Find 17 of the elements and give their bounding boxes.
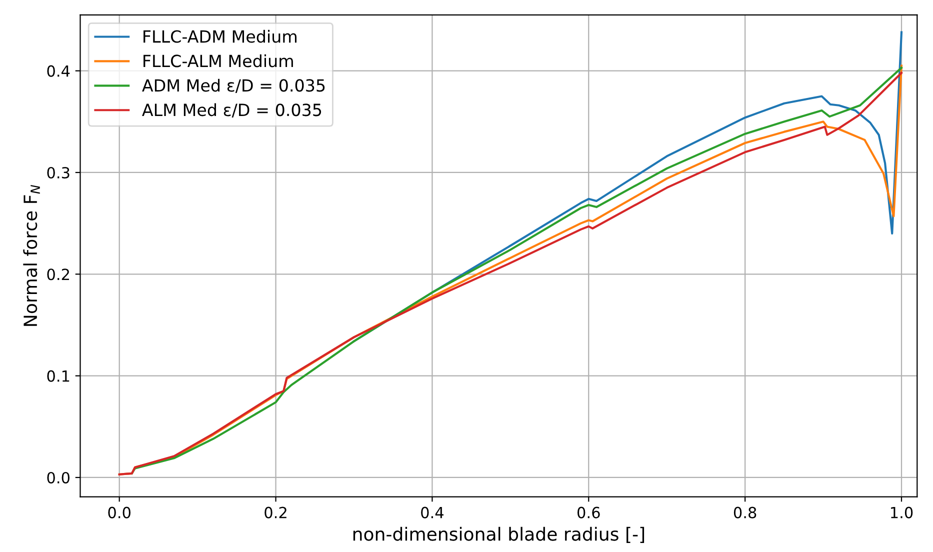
x-tick-label: 1.0 xyxy=(891,506,913,518)
x-tick-label: 0.8 xyxy=(734,506,756,518)
x-tick-label: 0.4 xyxy=(421,506,444,518)
x-tick-label: 0.2 xyxy=(264,506,286,518)
x-tick-label: 0.0 xyxy=(108,506,130,518)
y-tick-label: 0.1 xyxy=(47,370,70,382)
y-tick-label: 0.3 xyxy=(47,166,70,179)
legend-label: FLLC-ALM Medium xyxy=(144,54,293,68)
legend-label: ALM Med ε/D = 0.035 xyxy=(142,103,322,118)
y-axis-title: Normal force F$_{N}$ xyxy=(23,184,40,326)
x-tick-label: 0.6 xyxy=(577,506,600,518)
legend-label: ADM Med ε/D = 0.035 xyxy=(142,78,325,94)
y-tick-label: 0.4 xyxy=(47,65,70,77)
y-tick-label: 0.2 xyxy=(47,268,69,280)
y-tick-label: 0.0 xyxy=(47,472,70,484)
legend-label: FLLC-ADM Medium xyxy=(144,30,296,43)
x-axis-title: non-dimensional blade radius [-] xyxy=(353,526,644,543)
